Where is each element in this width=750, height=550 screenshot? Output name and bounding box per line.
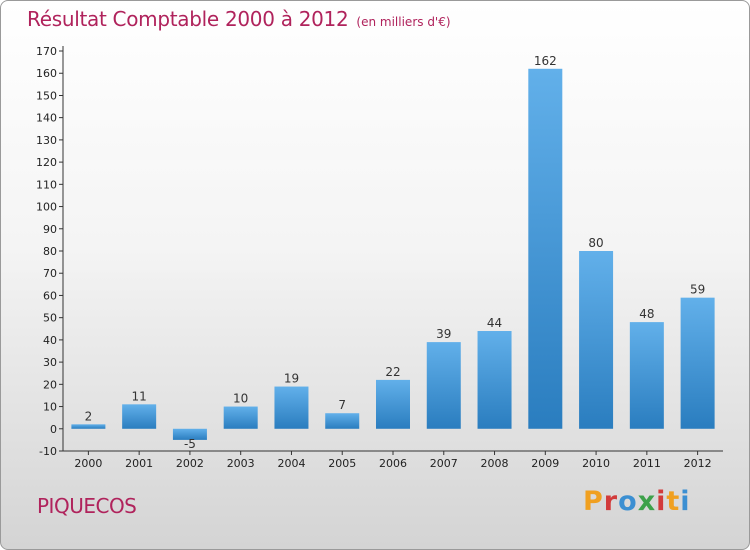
y-tick-label: 70 [43, 267, 57, 280]
logo-letter: P [583, 486, 604, 517]
y-tick-label: 160 [36, 67, 57, 80]
y-tick-label: 20 [43, 378, 57, 391]
logo-letter: r [603, 486, 619, 517]
data-label: 19 [284, 372, 299, 386]
y-tick-label: 130 [36, 134, 57, 147]
proxiti-logo: Proxiti [583, 486, 691, 517]
logo-letter: i [656, 486, 667, 517]
bar [477, 331, 512, 429]
y-tick-label: 50 [43, 312, 57, 325]
bar [629, 322, 664, 429]
bar [579, 251, 614, 429]
y-tick-label: 90 [43, 223, 57, 236]
logo-letter: t [666, 486, 681, 517]
data-label: 59 [690, 283, 705, 297]
x-tick-label: 2002 [176, 457, 204, 470]
bar [528, 68, 563, 429]
data-label: 7 [338, 398, 346, 412]
data-label: 11 [132, 389, 147, 403]
chart-labels: 2 11 -5 10 19 7 22 39 44 162 80 48 59 [85, 54, 706, 451]
chart-axes: -10 0 10 20 30 40 50 60 70 80 90 100 110 120 130 140 150… [36, 45, 723, 470]
chart-bars [71, 68, 715, 440]
logo-letter: o [618, 486, 638, 517]
bar [71, 424, 106, 429]
x-tick-label: 2009 [531, 457, 559, 470]
bar [122, 404, 157, 429]
x-tick-label: 2010 [582, 457, 610, 470]
data-label: 22 [385, 365, 400, 379]
y-tick-label: 110 [36, 178, 57, 191]
data-label: 10 [233, 392, 248, 406]
x-tick-label: 2012 [684, 457, 712, 470]
data-label: 162 [534, 54, 557, 68]
y-tick-label: 140 [36, 112, 57, 125]
y-tick-label: 60 [43, 289, 57, 302]
y-tick-label: 80 [43, 245, 57, 258]
chart-title: Résultat Comptable 2000 à 2012 [27, 7, 349, 31]
y-tick-label: 40 [43, 334, 57, 347]
y-tick-label: -10 [39, 445, 57, 458]
x-tick-label: 2011 [633, 457, 661, 470]
title-row: Résultat Comptable 2000 à 2012 (en millie… [27, 7, 451, 31]
y-tick-label: 170 [36, 45, 57, 58]
y-tick-label: 30 [43, 356, 57, 369]
y-tick-label: 10 [43, 401, 57, 414]
commune-name: PIQUECOS [37, 494, 137, 518]
x-tick-label: 2001 [125, 457, 153, 470]
logo-letter: x [637, 486, 657, 517]
bar [680, 297, 715, 429]
data-label: 48 [639, 307, 654, 321]
y-tick-label: 0 [50, 423, 57, 436]
x-tick-label: 2007 [430, 457, 458, 470]
y-tick-label: 150 [36, 89, 57, 102]
data-label: 2 [85, 409, 93, 423]
bar [223, 406, 258, 429]
x-tick-label: 2004 [277, 457, 305, 470]
bar [172, 428, 207, 440]
x-tick-label: 2006 [379, 457, 407, 470]
x-tick-label: 2005 [328, 457, 356, 470]
x-tick-label: 2008 [481, 457, 509, 470]
data-label: 80 [588, 236, 603, 250]
data-label: -5 [184, 437, 196, 451]
x-tick-label: 2003 [227, 457, 255, 470]
data-label: 39 [436, 327, 451, 341]
chart-subtitle: (en milliers d'€) [356, 15, 451, 29]
y-tick-label: 120 [36, 156, 57, 169]
bar [426, 342, 461, 429]
data-label: 44 [487, 316, 502, 330]
bar [376, 379, 410, 429]
bar [325, 413, 360, 429]
y-tick-label: 100 [36, 201, 57, 214]
x-tick-label: 2000 [74, 457, 102, 470]
bar [274, 386, 309, 429]
logo-letter: i [680, 486, 691, 517]
